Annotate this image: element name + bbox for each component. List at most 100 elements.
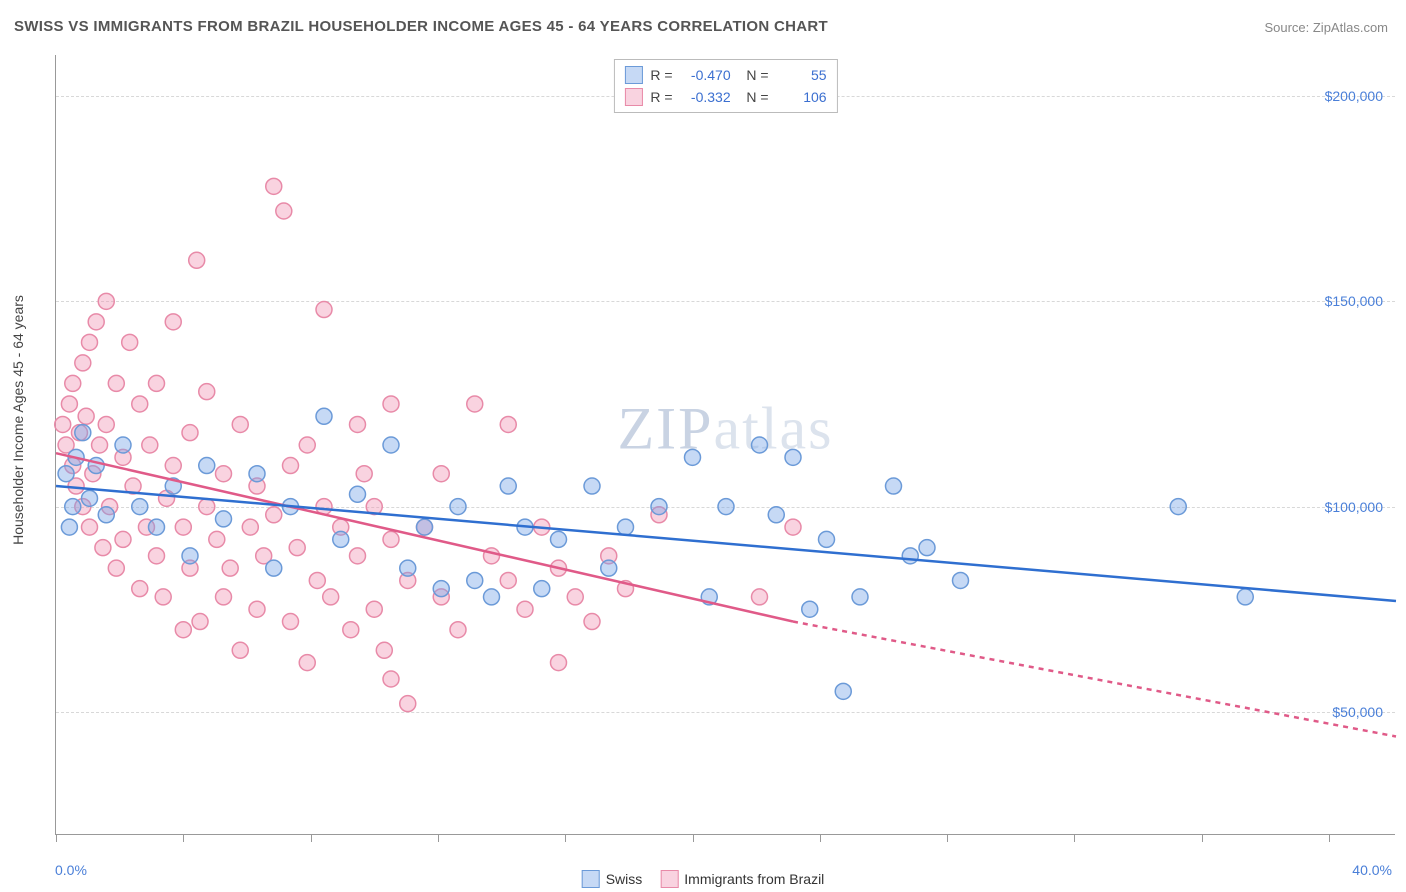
data-point xyxy=(500,572,516,588)
data-point xyxy=(534,581,550,597)
data-point xyxy=(199,499,215,515)
legend-correlation: R = -0.470 N = 55 R = -0.332 N = 106 xyxy=(613,59,837,113)
data-point xyxy=(232,416,248,432)
data-point xyxy=(266,507,282,523)
data-point xyxy=(584,478,600,494)
data-point xyxy=(132,499,148,515)
data-point xyxy=(618,519,634,535)
x-tick xyxy=(311,834,312,842)
data-point xyxy=(383,437,399,453)
scatter-svg xyxy=(56,55,1395,834)
data-point xyxy=(75,425,91,441)
data-point xyxy=(283,458,299,474)
data-point xyxy=(122,334,138,350)
stat-n-swiss: 55 xyxy=(777,67,827,83)
x-tick xyxy=(693,834,694,842)
swatch-brazil xyxy=(624,88,642,106)
legend-item-swiss: Swiss xyxy=(582,870,643,888)
data-point xyxy=(242,519,258,535)
data-point xyxy=(88,314,104,330)
data-point xyxy=(149,375,165,391)
data-point xyxy=(92,437,108,453)
data-point xyxy=(350,416,366,432)
data-point xyxy=(802,601,818,617)
x-tick xyxy=(183,834,184,842)
stat-r-label: R = xyxy=(650,67,672,83)
data-point xyxy=(108,375,124,391)
data-point xyxy=(65,499,81,515)
data-point xyxy=(343,622,359,638)
data-point xyxy=(115,531,131,547)
data-point xyxy=(115,437,131,453)
legend-series: Swiss Immigrants from Brazil xyxy=(582,870,825,888)
data-point xyxy=(75,355,91,371)
stat-n-brazil: 106 xyxy=(777,89,827,105)
data-point xyxy=(467,396,483,412)
data-point xyxy=(95,540,111,556)
legend-row-brazil: R = -0.332 N = 106 xyxy=(624,86,826,108)
data-point xyxy=(78,408,94,424)
data-point xyxy=(785,449,801,465)
data-point xyxy=(383,671,399,687)
data-point xyxy=(165,314,181,330)
y-axis-label: Householder Income Ages 45 - 64 years xyxy=(10,295,26,545)
data-point xyxy=(232,642,248,658)
data-point xyxy=(366,601,382,617)
data-point xyxy=(216,466,232,482)
x-tick xyxy=(1074,834,1075,842)
data-point xyxy=(289,540,305,556)
data-point xyxy=(417,519,433,535)
data-point xyxy=(299,437,315,453)
x-tick xyxy=(947,834,948,842)
data-point xyxy=(58,466,74,482)
data-point xyxy=(400,560,416,576)
data-point xyxy=(61,396,77,412)
data-point xyxy=(584,614,600,630)
x-tick xyxy=(565,834,566,842)
x-tick xyxy=(438,834,439,842)
legend-item-brazil: Immigrants from Brazil xyxy=(660,870,824,888)
data-point xyxy=(175,519,191,535)
x-tick xyxy=(56,834,57,842)
data-point xyxy=(199,384,215,400)
data-point xyxy=(165,458,181,474)
swatch-swiss-bottom xyxy=(582,870,600,888)
data-point xyxy=(400,696,416,712)
data-point xyxy=(350,486,366,502)
x-tick xyxy=(820,834,821,842)
data-point xyxy=(55,416,71,432)
x-axis-max: 40.0% xyxy=(1352,862,1392,878)
data-point xyxy=(752,589,768,605)
data-point xyxy=(316,408,332,424)
data-point xyxy=(1237,589,1253,605)
data-point xyxy=(785,519,801,535)
data-point xyxy=(132,396,148,412)
data-point xyxy=(249,601,265,617)
data-point xyxy=(108,560,124,576)
data-point xyxy=(182,425,198,441)
legend-label-swiss: Swiss xyxy=(606,871,643,887)
data-point xyxy=(333,531,349,547)
regression-line xyxy=(793,622,1396,737)
data-point xyxy=(266,178,282,194)
correlation-chart: SWISS VS IMMIGRANTS FROM BRAZIL HOUSEHOL… xyxy=(0,0,1406,892)
data-point xyxy=(82,334,98,350)
data-point xyxy=(216,589,232,605)
data-point xyxy=(216,511,232,527)
chart-source: Source: ZipAtlas.com xyxy=(1264,20,1388,35)
data-point xyxy=(155,589,171,605)
data-point xyxy=(902,548,918,564)
swatch-swiss xyxy=(624,66,642,84)
stat-r-label2: R = xyxy=(650,89,672,105)
data-point xyxy=(517,601,533,617)
data-point xyxy=(383,396,399,412)
data-point xyxy=(65,375,81,391)
data-point xyxy=(98,507,114,523)
x-tick xyxy=(1202,834,1203,842)
stat-r-swiss: -0.470 xyxy=(681,67,731,83)
data-point xyxy=(651,499,667,515)
data-point xyxy=(316,302,332,318)
data-point xyxy=(450,622,466,638)
data-point xyxy=(350,548,366,564)
data-point xyxy=(601,560,617,576)
